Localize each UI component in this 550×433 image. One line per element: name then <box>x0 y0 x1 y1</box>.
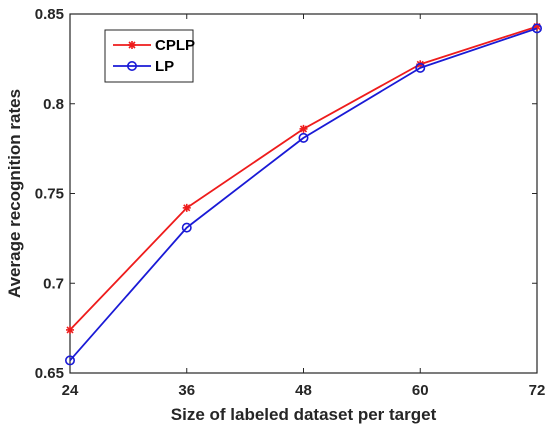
x-axis-label: Size of labeled dataset per target <box>171 405 437 424</box>
legend: CPLP LP <box>104 29 195 83</box>
legend-marker-cplp <box>128 41 136 49</box>
y-axis-label: Average recognition rates <box>5 89 24 298</box>
data-point-cplp <box>299 124 308 133</box>
series-layer <box>65 22 542 366</box>
x-tick-label: 24 <box>62 382 79 399</box>
legend-label-lp: LP <box>155 58 174 75</box>
series-line-lp <box>69 27 538 362</box>
data-point-lp <box>415 62 426 73</box>
data-point-lp <box>298 132 309 143</box>
x-tick-label: 60 <box>412 382 429 399</box>
y-tick-label: 0.7 <box>43 275 64 292</box>
x-tick-label: 48 <box>295 382 312 399</box>
data-point-lp <box>181 222 192 233</box>
data-point-cplp <box>182 203 191 212</box>
y-tick-label: 0.75 <box>35 186 64 203</box>
axis-ticks: 24 36 48 60 72 0.65 0.7 0.75 0.8 0.85 <box>35 6 546 399</box>
y-tick-label: 0.8 <box>43 96 64 113</box>
legend-marker-lp <box>127 60 138 71</box>
y-tick-label: 0.85 <box>35 6 64 23</box>
legend-box <box>104 29 194 83</box>
y-tick-label: 0.65 <box>35 365 64 382</box>
x-tick-label: 36 <box>178 382 195 399</box>
series-lp <box>65 23 542 366</box>
data-point-lp <box>531 23 542 34</box>
data-point-lp <box>65 355 76 366</box>
data-point-cplp <box>66 325 74 334</box>
legend-label-cplp: CPLP <box>155 37 195 54</box>
x-tick-label: 72 <box>529 382 546 399</box>
